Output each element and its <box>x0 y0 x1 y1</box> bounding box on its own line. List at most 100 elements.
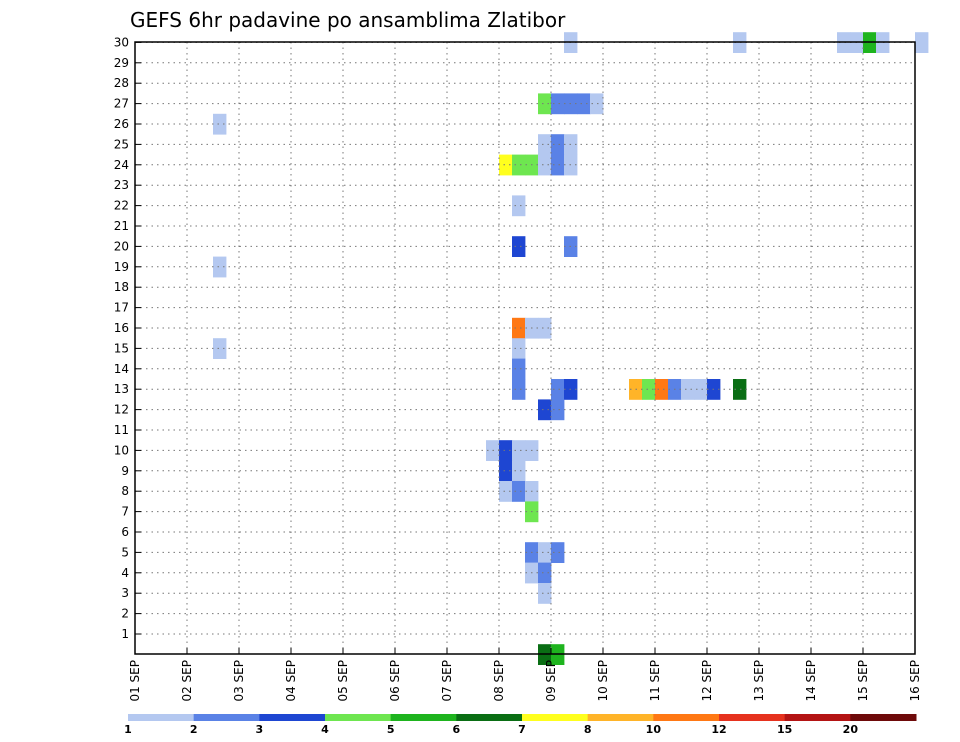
x-tick-label: 02 SEP <box>180 660 194 702</box>
heatmap-cell <box>512 338 526 359</box>
colorbar-label: 1 <box>124 723 132 736</box>
colorbar-swatch <box>522 714 589 721</box>
colorbar-swatch <box>390 714 457 721</box>
heatmap-cell <box>213 256 227 278</box>
x-tick-label: 12 SEP <box>700 660 714 702</box>
y-tick-label: 3 <box>121 586 129 600</box>
colorbar-label: 2 <box>190 723 198 736</box>
heatmap-cell <box>655 379 669 400</box>
heatmap-cell <box>499 481 513 502</box>
x-axis-ticks: 01 SEP 02 SEP 03 SEP 04 SEP 05 SEP 06 SEP 07 S… <box>128 648 922 702</box>
chart-title: GEFS 6hr padavine po ansamblima Zlatibor <box>130 8 566 32</box>
colorbar-label: 15 <box>777 723 792 736</box>
heatmap-cell <box>213 113 227 135</box>
y-tick-label: 2 <box>121 607 129 621</box>
heatmap-cell <box>538 542 552 563</box>
y-tick-label: 21 <box>114 219 129 233</box>
heatmap-cell <box>681 379 695 400</box>
y-tick-label: 22 <box>114 199 129 213</box>
x-tick-label: 10 SEP <box>596 660 610 702</box>
y-axis-ticks: 1234567891011121314151617181920212223242… <box>114 35 141 641</box>
colorbar-swatch <box>719 714 786 721</box>
colorbar-label: 12 <box>711 723 726 736</box>
colorbar-label: 20 <box>843 723 859 736</box>
heatmap-cell <box>499 154 513 176</box>
y-tick-label: 26 <box>114 117 129 131</box>
x-tick-label: 14 SEP <box>804 660 818 702</box>
heatmap-cell <box>512 154 526 176</box>
heatmap-cell <box>512 379 526 400</box>
x-tick-label: 15 SEP <box>856 660 870 702</box>
grid-lines <box>135 41 916 654</box>
colorbar-swatch <box>325 714 392 721</box>
heatmap-cell <box>551 399 565 421</box>
heatmap-cell <box>512 358 526 380</box>
colorbar-label: 3 <box>256 723 264 736</box>
heatmap-cell <box>512 481 526 502</box>
heatmap-cell <box>694 379 708 400</box>
colorbar-label: 5 <box>387 723 395 736</box>
colorbar-label: 10 <box>646 723 662 736</box>
y-tick-label: 13 <box>114 382 129 396</box>
x-tick-label: 09 SEP <box>544 660 558 702</box>
heatmap-cell <box>512 460 526 482</box>
y-tick-label: 23 <box>114 178 129 192</box>
x-tick-label: 03 SEP <box>232 660 246 702</box>
heatmap-cell <box>551 134 565 155</box>
y-tick-label: 27 <box>114 97 129 111</box>
x-tick-label: 11 SEP <box>648 660 662 702</box>
y-tick-label: 9 <box>121 464 129 478</box>
heatmap-cell <box>499 440 513 461</box>
heatmap-cell <box>551 93 565 115</box>
heatmap-cell <box>512 440 526 461</box>
colorbar-swatch <box>653 714 720 721</box>
y-tick-label: 10 <box>114 443 129 457</box>
y-tick-label: 19 <box>114 260 129 274</box>
colorbar-swatch <box>784 714 851 721</box>
heatmap-cell <box>538 93 552 115</box>
heatmap-cell <box>551 379 565 400</box>
y-tick-label: 25 <box>114 137 129 151</box>
heatmap-cell <box>538 562 552 584</box>
heatmap-cell <box>538 583 552 604</box>
x-tick-label: 04 SEP <box>284 660 298 702</box>
y-tick-label: 15 <box>114 341 129 355</box>
y-tick-label: 30 <box>114 35 129 49</box>
heatmap-cell <box>512 317 526 339</box>
heatmap-cells <box>213 32 929 665</box>
heatmap-cell <box>538 399 552 421</box>
colorbar-swatch <box>128 714 195 721</box>
heatmap-cell <box>213 338 227 359</box>
y-tick-label: 1 <box>121 627 129 641</box>
colorbar-swatch <box>193 714 260 721</box>
colorbar-swatch <box>456 714 523 721</box>
y-tick-label: 20 <box>114 239 129 253</box>
y-tick-label: 7 <box>121 505 129 519</box>
y-tick-label: 29 <box>114 56 129 70</box>
x-tick-label: 01 SEP <box>128 660 142 702</box>
x-tick-label: 13 SEP <box>752 660 766 702</box>
y-tick-label: 28 <box>114 76 129 90</box>
heatmap-cell <box>538 154 552 176</box>
colorbar-swatch <box>587 714 654 721</box>
y-tick-label: 5 <box>121 545 129 559</box>
y-tick-label: 24 <box>114 158 129 172</box>
colorbar-label: 6 <box>453 723 461 736</box>
heatmap-cell <box>512 195 526 217</box>
y-tick-label: 14 <box>114 362 129 376</box>
y-tick-label: 12 <box>114 403 129 417</box>
y-tick-label: 18 <box>114 280 129 294</box>
heatmap-cell <box>733 379 747 400</box>
colorbar-label: 8 <box>584 723 592 736</box>
x-tick-label: 07 SEP <box>440 660 454 702</box>
heatmap-cell <box>577 93 591 115</box>
y-tick-label: 4 <box>121 566 129 580</box>
x-tick-label: 05 SEP <box>336 660 350 702</box>
heatmap-cell <box>538 134 552 155</box>
heatmap-cell <box>915 32 929 53</box>
heatmap-cell <box>499 460 513 482</box>
colorbar-swatch <box>850 714 917 721</box>
x-tick-label: 08 SEP <box>492 660 506 702</box>
heatmap-cell <box>642 379 656 400</box>
